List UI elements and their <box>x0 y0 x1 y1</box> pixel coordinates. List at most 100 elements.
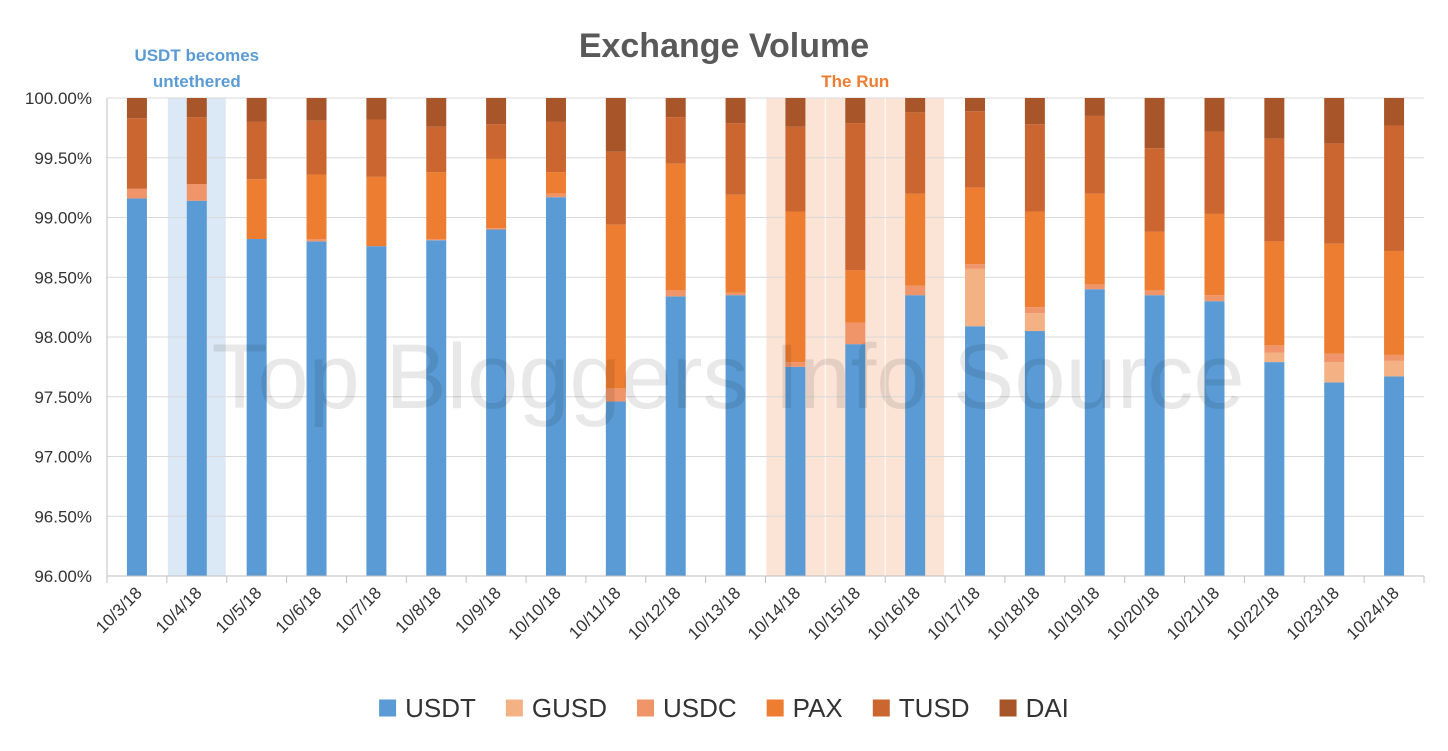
bar-segment-tusd <box>1324 143 1345 244</box>
bar-stack-10/11/18 <box>605 98 626 576</box>
x-tick-label: 10/13/18 <box>684 583 744 643</box>
bar-segment-tusd <box>725 123 746 195</box>
x-tick-label: 10/22/18 <box>1223 583 1283 643</box>
bar-stack-10/7/18 <box>366 98 387 576</box>
bar-segment-usdt <box>1204 301 1225 576</box>
bar-segment-tusd <box>1024 124 1045 212</box>
bar-segment-pax <box>306 174 327 240</box>
bar-segment-pax <box>246 179 267 240</box>
x-tick-label: 10/18/18 <box>983 583 1043 643</box>
bar-segment-tusd <box>665 117 686 164</box>
bar-segment-usdc <box>1324 353 1345 363</box>
bar-segment-tusd <box>306 120 327 175</box>
legend-label: GUSD <box>532 693 607 723</box>
bar-segment-usdc <box>605 388 626 402</box>
legend-label: PAX <box>793 693 843 723</box>
x-tick-label: 10/15/18 <box>804 583 864 643</box>
legend-swatch <box>766 699 784 717</box>
bar-segment-usdc <box>665 290 686 297</box>
legend-item-tusd: TUSD <box>872 693 970 723</box>
bar-segment-usdc <box>1204 295 1225 302</box>
bar-segment-usdt <box>426 240 447 576</box>
bar-segment-dai <box>1204 98 1225 132</box>
bar-stacks <box>126 98 1405 576</box>
bar-segment-pax <box>785 211 806 363</box>
bar-stack-10/9/18 <box>486 98 507 576</box>
bar-segment-dai <box>1024 98 1045 125</box>
bar-segment-dai <box>306 98 327 121</box>
bar-stack-10/22/18 <box>1264 98 1285 576</box>
x-tick-label: 10/10/18 <box>505 583 565 643</box>
bar-segment-usdt <box>366 246 387 576</box>
bar-segment-usdt <box>486 229 507 576</box>
x-tick-label: 10/4/18 <box>152 583 206 637</box>
bar-stack-10/13/18 <box>725 98 746 576</box>
bar-segment-pax <box>1324 243 1345 354</box>
bar-segment-pax <box>1384 250 1405 355</box>
bar-segment-usdt <box>186 200 207 576</box>
y-tick-label: 99.50% <box>34 149 92 168</box>
bar-stack-10/10/18 <box>545 98 566 576</box>
bar-segment-dai <box>1324 98 1345 144</box>
bar-segment-pax <box>1144 231 1165 291</box>
bar-segment-tusd <box>905 112 926 194</box>
bar-segment-usdc <box>126 188 147 199</box>
bar-segment-usdc <box>486 228 507 230</box>
bar-stack-10/21/18 <box>1204 98 1225 576</box>
bar-segment-dai <box>246 98 267 122</box>
bar-segment-usdc <box>1144 290 1165 296</box>
bar-segment-usdt <box>665 296 686 576</box>
x-tick-label: 10/23/18 <box>1283 583 1343 643</box>
x-tick-label: 10/5/18 <box>212 583 266 637</box>
bar-segment-pax <box>845 270 866 323</box>
bar-stack-10/17/18 <box>965 98 986 576</box>
y-tick-label: 97.00% <box>34 448 92 467</box>
bar-segment-usdc <box>306 239 327 242</box>
bar-segment-usdc <box>186 184 207 201</box>
x-tick-label: 10/24/18 <box>1343 583 1403 643</box>
bar-segment-pax <box>665 163 686 291</box>
bar-segment-usdt <box>725 295 746 576</box>
bar-segment-usdt <box>905 295 926 576</box>
bar-segment-tusd <box>1144 148 1165 232</box>
bar-segment-tusd <box>1084 115 1105 194</box>
x-tick-label: 10/3/18 <box>92 583 146 637</box>
x-tick-label: 10/14/18 <box>744 583 804 643</box>
bar-stack-10/18/18 <box>1024 98 1045 576</box>
bar-segment-tusd <box>1384 125 1405 251</box>
bar-stack-10/16/18 <box>905 98 926 576</box>
bar-segment-usdt <box>1264 362 1285 576</box>
bar-segment-gusd <box>1324 362 1345 383</box>
bar-segment-dai <box>1384 98 1405 126</box>
bar-segment-usdc <box>725 292 746 296</box>
legend-item-pax: PAX <box>766 693 843 723</box>
bar-segment-usdc <box>845 322 866 345</box>
bar-segment-pax <box>426 172 447 240</box>
bar-segment-tusd <box>965 111 986 188</box>
bar-stack-10/5/18 <box>246 98 267 576</box>
legend-label: TUSD <box>899 693 970 723</box>
bar-segment-pax <box>905 193 926 286</box>
bar-segment-gusd <box>965 268 986 327</box>
bar-segment-gusd <box>1264 352 1285 363</box>
bar-segment-usdt <box>246 239 267 576</box>
bar-segment-pax <box>486 158 507 229</box>
bar-segment-pax <box>1024 211 1045 308</box>
y-tick-label: 100.00% <box>25 89 92 108</box>
bar-stack-10/20/18 <box>1144 98 1165 576</box>
bar-segment-tusd <box>426 126 447 173</box>
bar-segment-tusd <box>1264 138 1285 242</box>
x-tick-label: 10/16/18 <box>864 583 924 643</box>
bar-segment-dai <box>126 98 147 119</box>
bar-stack-10/14/18 <box>785 98 806 576</box>
y-tick-label: 97.50% <box>34 388 92 407</box>
x-tick-label: 10/6/18 <box>272 583 326 637</box>
annotation-label-0: untethered <box>153 72 241 91</box>
bar-segment-dai <box>1144 98 1165 149</box>
bar-segment-tusd <box>1204 131 1225 214</box>
bar-segment-tusd <box>246 121 267 180</box>
bar-segment-dai <box>725 98 746 124</box>
annotation-labels: USDT becomes untethered The Run <box>134 46 889 91</box>
annotation-label-0: USDT becomes <box>134 46 259 65</box>
